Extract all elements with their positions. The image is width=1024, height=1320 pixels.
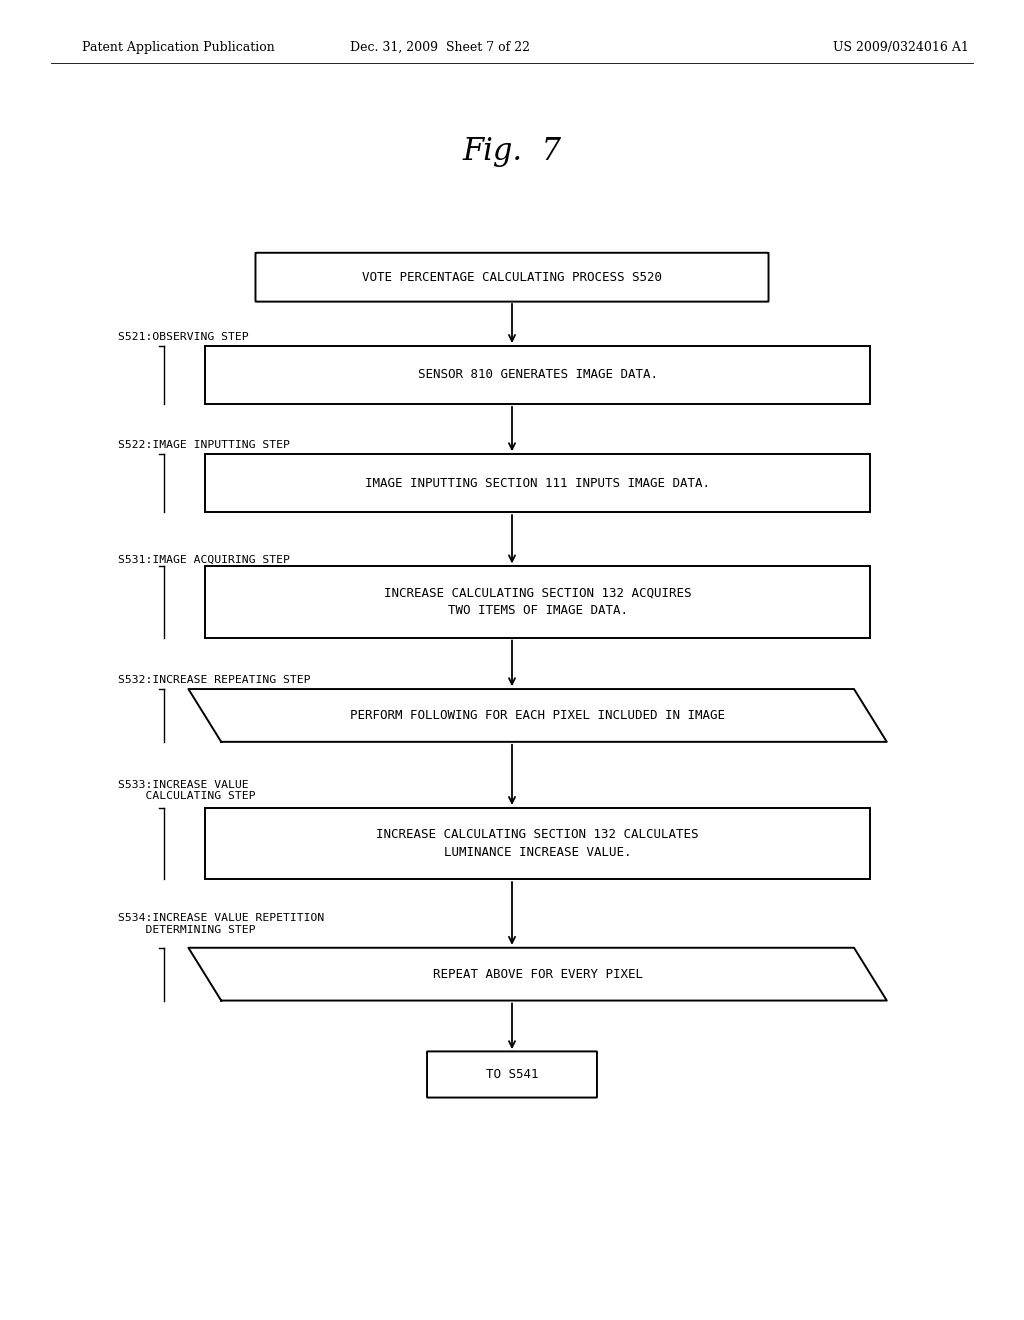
Text: S532:INCREASE REPEATING STEP: S532:INCREASE REPEATING STEP: [118, 675, 310, 685]
FancyBboxPatch shape: [427, 1052, 597, 1097]
Text: US 2009/0324016 A1: US 2009/0324016 A1: [834, 41, 969, 54]
FancyBboxPatch shape: [255, 252, 769, 302]
Bar: [205, 566, 870, 638]
Text: INCREASE CALCULATING SECTION 132 ACQUIRES
TWO ITEMS OF IMAGE DATA.: INCREASE CALCULATING SECTION 132 ACQUIRE…: [384, 586, 691, 618]
Text: Fig.  7: Fig. 7: [463, 136, 561, 168]
Text: REPEAT ABOVE FOR EVERY PIXEL: REPEAT ABOVE FOR EVERY PIXEL: [432, 968, 643, 981]
Text: S531:IMAGE ACQUIRING STEP: S531:IMAGE ACQUIRING STEP: [118, 554, 290, 565]
Text: S522:IMAGE INPUTTING STEP: S522:IMAGE INPUTTING STEP: [118, 440, 290, 450]
Polygon shape: [188, 689, 887, 742]
Text: S533:INCREASE VALUE
    CALCULATING STEP: S533:INCREASE VALUE CALCULATING STEP: [118, 780, 255, 801]
Text: TO S541: TO S541: [485, 1068, 539, 1081]
Text: S521:OBSERVING STEP: S521:OBSERVING STEP: [118, 331, 249, 342]
Text: S534:INCREASE VALUE REPETITION
    DETERMINING STEP: S534:INCREASE VALUE REPETITION DETERMINI…: [118, 913, 324, 935]
Polygon shape: [188, 948, 887, 1001]
Text: INCREASE CALCULATING SECTION 132 CALCULATES
LUMINANCE INCREASE VALUE.: INCREASE CALCULATING SECTION 132 CALCULA…: [377, 828, 698, 859]
Text: Patent Application Publication: Patent Application Publication: [82, 41, 274, 54]
Text: IMAGE INPUTTING SECTION 111 INPUTS IMAGE DATA.: IMAGE INPUTTING SECTION 111 INPUTS IMAGE…: [366, 477, 710, 490]
Text: Dec. 31, 2009  Sheet 7 of 22: Dec. 31, 2009 Sheet 7 of 22: [350, 41, 530, 54]
Text: SENSOR 810 GENERATES IMAGE DATA.: SENSOR 810 GENERATES IMAGE DATA.: [418, 368, 657, 381]
Text: VOTE PERCENTAGE CALCULATING PROCESS S520: VOTE PERCENTAGE CALCULATING PROCESS S520: [362, 271, 662, 284]
Bar: [205, 808, 870, 879]
Bar: [205, 454, 870, 512]
Text: PERFORM FOLLOWING FOR EACH PIXEL INCLUDED IN IMAGE: PERFORM FOLLOWING FOR EACH PIXEL INCLUDE…: [350, 709, 725, 722]
Bar: [205, 346, 870, 404]
